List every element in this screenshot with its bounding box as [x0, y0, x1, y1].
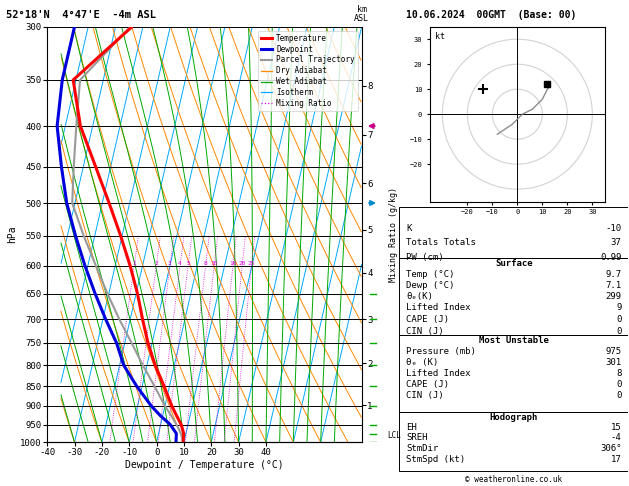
Text: 10: 10 [211, 261, 218, 266]
Text: 52°18'N  4°47'E  -4m ASL: 52°18'N 4°47'E -4m ASL [6, 10, 156, 20]
Y-axis label: hPa: hPa [8, 226, 18, 243]
Text: θₑ (K): θₑ (K) [406, 358, 438, 367]
Text: Mixing Ratio (g/kg): Mixing Ratio (g/kg) [389, 187, 398, 282]
Text: 4: 4 [178, 261, 182, 266]
Text: CIN (J): CIN (J) [406, 327, 444, 336]
Text: θₑ(K): θₑ(K) [406, 292, 433, 301]
Text: 5: 5 [186, 261, 190, 266]
Text: CAPE (J): CAPE (J) [406, 380, 449, 389]
Text: EH: EH [406, 423, 417, 432]
Text: Lifted Index: Lifted Index [406, 369, 470, 378]
Text: 9.7: 9.7 [605, 270, 621, 279]
Text: -10: -10 [605, 224, 621, 233]
Text: 16: 16 [229, 261, 237, 266]
Text: 20: 20 [238, 261, 246, 266]
Text: Dewp (°C): Dewp (°C) [406, 281, 455, 290]
Text: km
ASL: km ASL [354, 4, 369, 22]
Text: -4: -4 [611, 434, 621, 442]
Text: © weatheronline.co.uk: © weatheronline.co.uk [465, 475, 562, 484]
Text: SREH: SREH [406, 434, 428, 442]
Text: 299: 299 [605, 292, 621, 301]
Text: 0: 0 [616, 327, 621, 336]
Text: 975: 975 [605, 347, 621, 356]
Text: 10.06.2024  00GMT  (Base: 00): 10.06.2024 00GMT (Base: 00) [406, 10, 576, 20]
Text: Most Unstable: Most Unstable [479, 336, 549, 346]
Text: 25: 25 [248, 261, 255, 266]
Text: 0: 0 [616, 315, 621, 324]
Text: 7.1: 7.1 [605, 281, 621, 290]
Text: Hodograph: Hodograph [490, 413, 538, 421]
Text: 15: 15 [611, 423, 621, 432]
Text: 17: 17 [611, 455, 621, 464]
Legend: Temperature, Dewpoint, Parcel Trajectory, Dry Adiabat, Wet Adiabat, Isotherm, Mi: Temperature, Dewpoint, Parcel Trajectory… [258, 31, 358, 111]
Text: Temp (°C): Temp (°C) [406, 270, 455, 279]
Text: Surface: Surface [495, 260, 533, 268]
Text: 306°: 306° [600, 444, 621, 453]
Text: 9: 9 [616, 303, 621, 312]
Text: 8: 8 [616, 369, 621, 378]
Text: 8: 8 [204, 261, 208, 266]
Text: 0: 0 [616, 380, 621, 389]
Text: Lifted Index: Lifted Index [406, 303, 470, 312]
Text: K: K [406, 224, 411, 233]
Text: Totals Totals: Totals Totals [406, 238, 476, 247]
X-axis label: Dewpoint / Temperature (°C): Dewpoint / Temperature (°C) [125, 460, 284, 469]
Text: 301: 301 [605, 358, 621, 367]
Text: StmSpd (kt): StmSpd (kt) [406, 455, 465, 464]
Text: 2: 2 [154, 261, 158, 266]
Text: CIN (J): CIN (J) [406, 391, 444, 400]
Text: LCL: LCL [387, 432, 401, 440]
Text: 0.99: 0.99 [600, 253, 621, 262]
Text: CAPE (J): CAPE (J) [406, 315, 449, 324]
Text: PW (cm): PW (cm) [406, 253, 444, 262]
Text: 1: 1 [132, 261, 136, 266]
Text: kt: kt [435, 32, 445, 41]
Text: Pressure (mb): Pressure (mb) [406, 347, 476, 356]
Text: 0: 0 [616, 391, 621, 400]
Text: 3: 3 [168, 261, 172, 266]
Text: StmDir: StmDir [406, 444, 438, 453]
Text: 37: 37 [611, 238, 621, 247]
